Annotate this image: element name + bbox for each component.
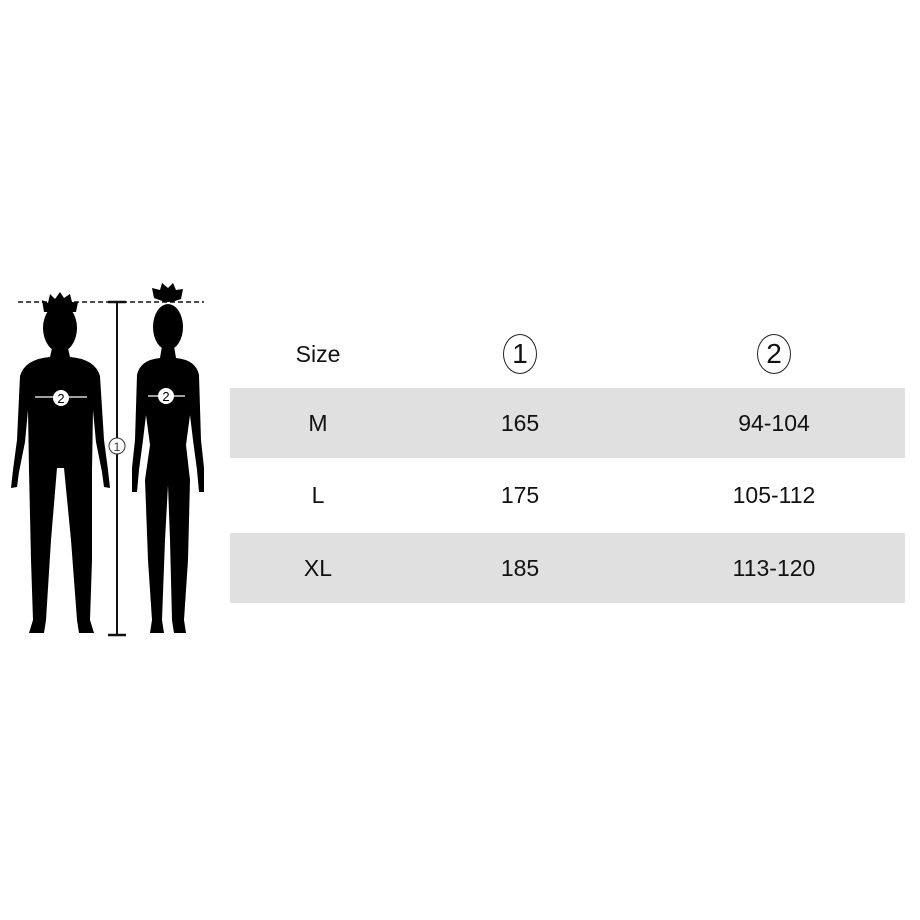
- header-height-marker: 1: [503, 334, 537, 374]
- height-marker-label: 1: [114, 440, 121, 454]
- table-header: Size 1 2: [230, 320, 905, 388]
- chest-measure-male: 2: [35, 390, 87, 406]
- table-row: L 175 105-112: [230, 458, 905, 533]
- chest-marker-label: 2: [162, 389, 169, 404]
- chest-cell: 105-112: [732, 482, 816, 508]
- body-measurement-figure: 2 2 1: [11, 283, 204, 637]
- header-chest-marker: 2: [757, 334, 791, 374]
- size-cell: M: [308, 409, 328, 436]
- height-measure-line-icon: 1: [108, 300, 126, 637]
- female-silhouette-icon: [132, 283, 204, 633]
- size-cell: L: [311, 482, 325, 508]
- size-cell: XL: [303, 554, 333, 581]
- table-row: M 165 94-104: [230, 388, 905, 458]
- height-cell: 185: [500, 554, 540, 581]
- height-cell: 175: [500, 482, 540, 508]
- header-size: Size: [295, 340, 341, 367]
- male-silhouette-icon: [11, 292, 110, 633]
- size-table: Size 1 2 M 165 94-104 L 175 105-112 XL 1…: [230, 320, 905, 603]
- table-row: XL 185 113-120: [230, 533, 905, 603]
- height-cell: 165: [500, 409, 540, 436]
- chest-cell: 113-120: [732, 554, 816, 581]
- chest-measure-female: 2: [148, 388, 185, 404]
- chest-cell: 94-104: [738, 409, 810, 436]
- chest-marker-label: 2: [57, 391, 64, 406]
